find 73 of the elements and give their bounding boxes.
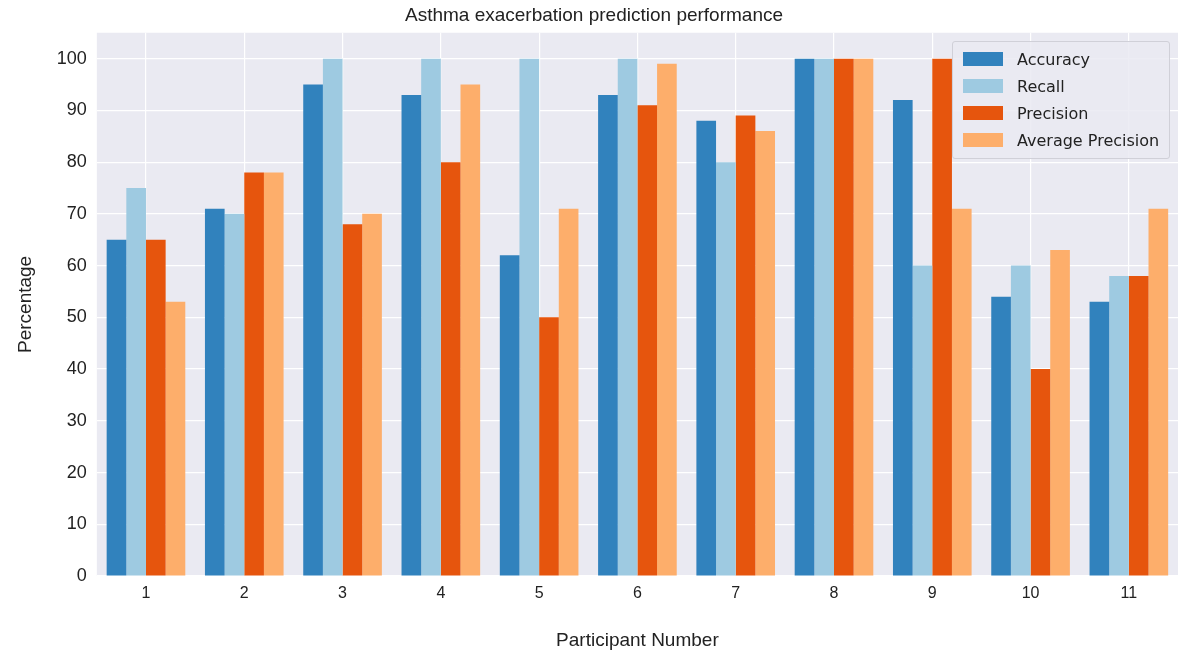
bar — [362, 213, 382, 576]
x-tick-label: 4 — [436, 584, 446, 602]
bar — [637, 105, 658, 576]
legend-label: Average Precision — [1017, 130, 1160, 150]
bar — [833, 58, 854, 576]
bar — [932, 58, 952, 576]
bar — [401, 94, 422, 576]
bar — [991, 296, 1011, 576]
bar — [440, 162, 461, 576]
bar — [657, 63, 677, 576]
bar — [558, 208, 579, 576]
x-tick-label: 8 — [829, 584, 839, 602]
legend-label: Accuracy — [1017, 49, 1091, 69]
x-tick-label: 2 — [239, 584, 249, 602]
bar — [735, 115, 756, 576]
bar — [617, 58, 638, 576]
bar — [716, 162, 736, 576]
x-tick-label: 6 — [632, 584, 642, 602]
y-tick-label: 70 — [66, 202, 87, 223]
bar — [892, 100, 913, 576]
x-tick-label: 5 — [534, 584, 544, 602]
bar — [145, 239, 166, 576]
bar — [126, 188, 146, 576]
y-tick-label: 30 — [66, 409, 87, 430]
x-tick-label: 7 — [731, 584, 741, 602]
y-tick-label: 20 — [66, 461, 87, 482]
bar — [342, 224, 363, 576]
x-tick-label: 3 — [338, 584, 348, 602]
y-axis-title: Percentage — [13, 255, 35, 353]
bar — [755, 131, 776, 576]
bar — [106, 239, 127, 576]
bar — [204, 208, 225, 576]
bar — [696, 120, 717, 576]
legend-label: Precision — [1017, 103, 1089, 123]
x-tick-label: 10 — [1021, 584, 1040, 602]
y-tick-label: 60 — [66, 254, 87, 275]
y-tick-label: 90 — [66, 99, 87, 120]
bar — [1148, 208, 1169, 576]
bar — [499, 255, 520, 576]
bar — [322, 58, 343, 576]
bar — [794, 58, 815, 576]
bar — [460, 84, 481, 576]
bar — [165, 301, 186, 576]
y-tick-label: 50 — [66, 306, 87, 327]
x-tick-label: 11 — [1120, 584, 1138, 602]
bar — [1050, 250, 1070, 576]
bar — [1089, 301, 1110, 576]
y-tick-label: 10 — [66, 513, 87, 534]
y-tick-label: 80 — [66, 151, 87, 172]
bar — [814, 58, 834, 576]
bar — [263, 172, 284, 576]
bar — [853, 58, 874, 576]
bar — [303, 84, 323, 576]
bar — [1128, 275, 1149, 576]
bar — [539, 317, 559, 576]
bar — [519, 58, 540, 576]
bar — [224, 213, 245, 576]
bar — [244, 172, 264, 576]
bar — [1030, 369, 1051, 576]
x-tick-label: 9 — [927, 584, 937, 602]
bar — [421, 58, 441, 576]
chart-title: Asthma exacerbation prediction performance — [404, 3, 784, 25]
bar — [951, 208, 972, 576]
y-tick-label: 40 — [66, 358, 87, 379]
bar — [912, 265, 933, 576]
bar — [1109, 275, 1129, 576]
bar — [598, 94, 618, 576]
y-tick-label: 0 — [76, 564, 87, 585]
x-axis-title: Participant Number — [556, 628, 720, 650]
x-tick-label: 1 — [141, 584, 151, 602]
bar — [1010, 265, 1031, 576]
y-tick-label: 100 — [56, 47, 87, 68]
legend-label: Recall — [1017, 76, 1065, 96]
